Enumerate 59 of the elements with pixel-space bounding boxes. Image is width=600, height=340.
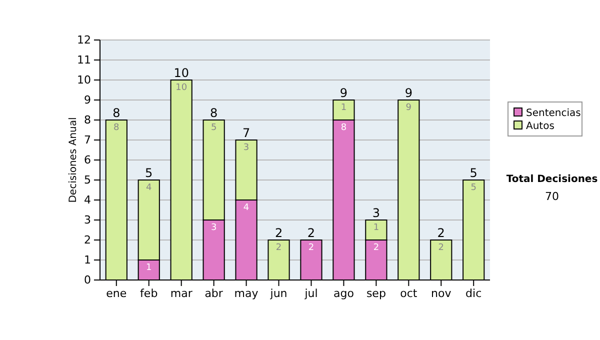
data-label: 3 xyxy=(210,223,217,233)
y-axis-title: Decisiones Anual xyxy=(68,117,79,203)
data-label: 2 xyxy=(438,243,444,253)
legend-label: Sentencias xyxy=(526,108,581,119)
total-label: 8 xyxy=(210,106,218,120)
data-label: 2 xyxy=(373,243,380,253)
text: Total Decisiones xyxy=(506,174,598,185)
data-label: 9 xyxy=(406,103,412,113)
x-tick-label: jul xyxy=(304,286,318,300)
y-tick-label: 3 xyxy=(84,214,91,227)
total-label: 2 xyxy=(274,226,283,240)
y-tick-label: 1 xyxy=(84,254,91,267)
data-label: 8 xyxy=(114,123,120,133)
x-tick-label: may xyxy=(234,286,259,300)
data-label: 3 xyxy=(243,143,250,153)
total-label: 2 xyxy=(437,226,445,240)
total-label: 10 xyxy=(174,66,189,80)
data-label: 10 xyxy=(176,83,188,93)
y-tick-label: 7 xyxy=(84,134,91,147)
total-label: 7 xyxy=(242,126,250,140)
y-tick-label: 4 xyxy=(84,194,91,207)
y-tick-label: 2 xyxy=(84,234,91,247)
data-label: 4 xyxy=(243,203,250,213)
x-tick-label: oct xyxy=(400,286,418,300)
y-tick-label: 8 xyxy=(84,114,91,127)
total-label: 2 xyxy=(307,226,316,240)
x-tick-label: sep xyxy=(366,286,386,300)
text: 70 xyxy=(545,190,559,203)
y-tick-label: 10 xyxy=(77,74,91,87)
y-tick-label: 12 xyxy=(77,34,91,47)
y-tick-label: 11 xyxy=(77,54,91,67)
y-tick-label: 0 xyxy=(84,274,91,287)
data-label: 1 xyxy=(340,103,347,113)
y-tick-label: 6 xyxy=(84,154,91,167)
x-tick-label: mar xyxy=(170,286,193,300)
x-tick-label: feb xyxy=(140,286,158,300)
legend-label: Autos xyxy=(526,121,554,132)
data-label: 4 xyxy=(146,183,152,193)
total-label: 5 xyxy=(470,166,478,180)
x-tick-label: dic xyxy=(466,286,482,300)
x-tick-label: nov xyxy=(431,286,452,300)
data-label: 2 xyxy=(276,243,282,253)
data-label: 5 xyxy=(210,123,217,133)
x-tick-label: ene xyxy=(106,286,127,300)
y-tick-label: 9 xyxy=(84,94,91,107)
data-label: 1 xyxy=(146,263,152,273)
total-label: 9 xyxy=(404,86,412,100)
data-label: 8 xyxy=(340,123,347,133)
y-tick-label: 5 xyxy=(84,174,91,187)
x-tick-label: abr xyxy=(204,286,224,300)
total-label: 5 xyxy=(145,166,153,180)
data-label: 5 xyxy=(470,183,476,193)
data-label: 1 xyxy=(373,223,380,233)
total-label: 3 xyxy=(372,206,380,220)
data-label: 2 xyxy=(308,243,314,253)
total-label: 9 xyxy=(340,86,348,100)
x-tick-label: ago xyxy=(333,286,354,300)
total-label: 8 xyxy=(112,106,120,120)
x-tick-label: jun xyxy=(269,286,288,300)
